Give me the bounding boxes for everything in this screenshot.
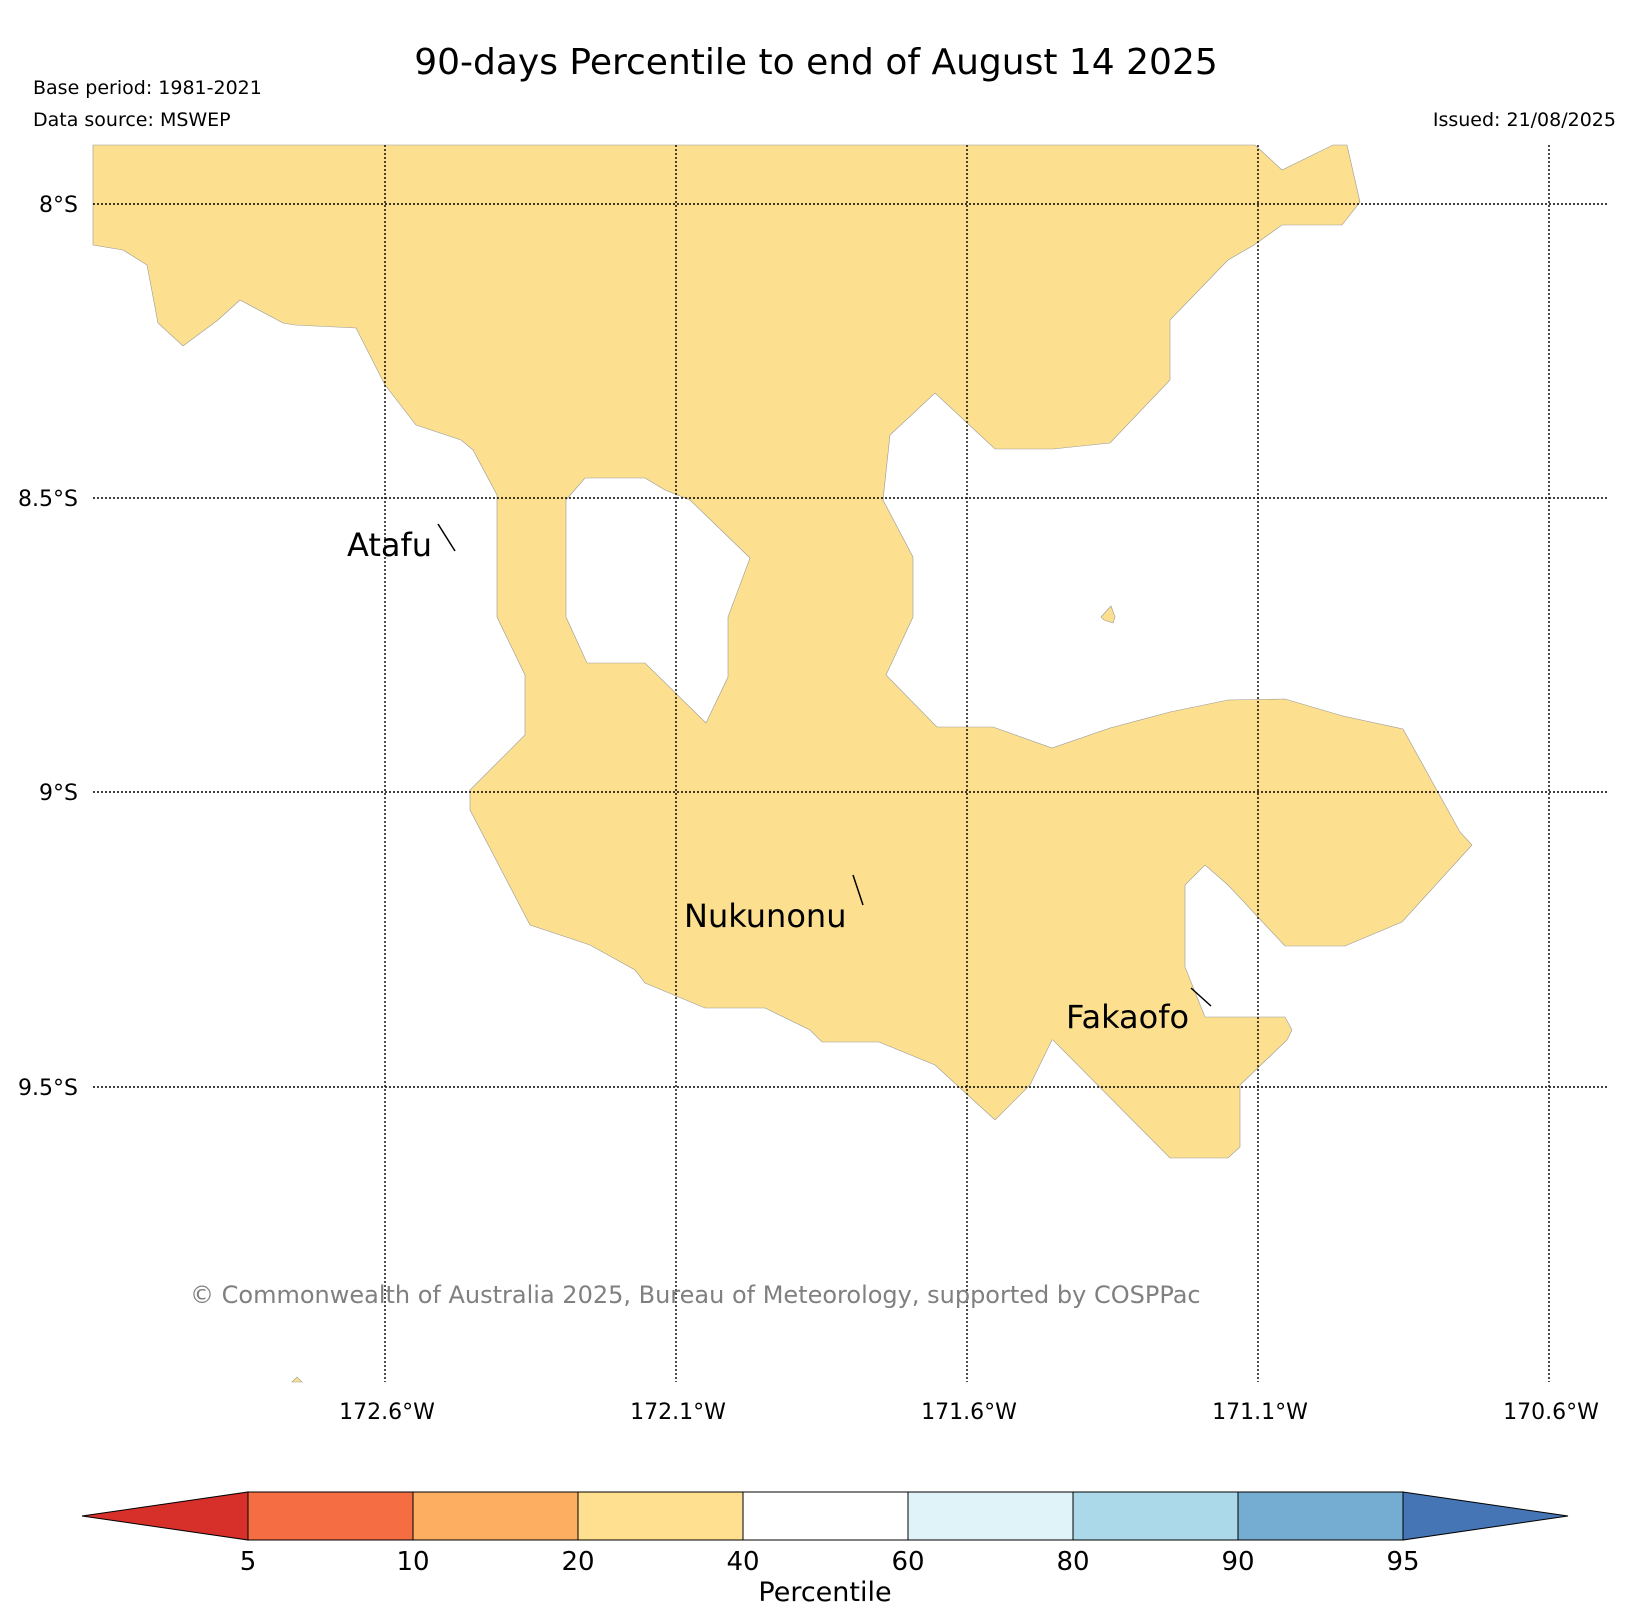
data-source: Data source: MSWEP <box>33 109 231 131</box>
colorbar-legend: 5 10 20 40 60 80 90 95 Percentile <box>81 1491 1569 1608</box>
lon-label: 171.1°W <box>1212 1400 1308 1425</box>
lon-label: 172.6°W <box>339 1400 435 1425</box>
colorbar-tick: 90 <box>1221 1547 1254 1577</box>
colorbar-tick: 5 <box>240 1547 257 1577</box>
place-labels: Atafu Nukunonu Fakaofo <box>347 523 1212 1036</box>
lon-label: 171.6°W <box>921 1400 1017 1425</box>
leader-line-nukunonu <box>852 874 864 906</box>
colorbar-segment <box>412 1491 579 1541</box>
region-main <box>92 144 1473 1159</box>
colorbar-segment <box>1237 1491 1404 1541</box>
colorbar-segment <box>742 1491 909 1541</box>
lon-label: 170.6°W <box>1503 1400 1599 1425</box>
leader-line-fakaofo <box>1190 987 1212 1007</box>
leader-line-atafu <box>437 523 456 552</box>
colorbar-segment <box>577 1491 744 1541</box>
lat-label: 8.5°S <box>18 487 78 512</box>
region-islet-south <box>291 1376 303 1383</box>
base-period: Base period: 1981-2021 <box>33 77 262 99</box>
colorbar-extend-low <box>81 1491 249 1541</box>
region-islet <box>1100 605 1116 624</box>
colorbar-tick: 80 <box>1056 1547 1089 1577</box>
colorbar-tick: 60 <box>891 1547 924 1577</box>
place-label-nukunonu: Nukunonu <box>684 897 846 935</box>
colorbar-tick: 10 <box>396 1547 429 1577</box>
lat-label: 9.5°S <box>18 1076 78 1101</box>
colorbar-tick: 95 <box>1386 1547 1419 1577</box>
percentile-region <box>92 144 1473 1383</box>
colorbar-segment <box>1072 1491 1239 1541</box>
copyright-notice: © Commonwealth of Australia 2025, Bureau… <box>190 1281 1201 1309</box>
lat-labels: 8°S 8.5°S 9°S 9.5°S <box>18 193 78 1101</box>
map-title: 90-days Percentile to end of August 14 2… <box>414 42 1218 83</box>
lat-label: 9°S <box>39 781 78 806</box>
colorbar-segment <box>907 1491 1074 1541</box>
place-label-atafu: Atafu <box>347 526 432 564</box>
place-label-fakaofo: Fakaofo <box>1066 998 1189 1036</box>
colorbar-tick: 20 <box>561 1547 594 1577</box>
lon-labels: 172.6°W 172.1°W 171.6°W 171.1°W 170.6°W <box>339 1400 1599 1425</box>
colorbar-tick: 40 <box>726 1547 759 1577</box>
colorbar-label: Percentile <box>758 1577 891 1608</box>
colorbar-segment <box>247 1491 414 1541</box>
lat-label: 8°S <box>39 193 78 218</box>
colorbar-extend-high <box>1402 1491 1569 1541</box>
lon-label: 172.1°W <box>630 1400 726 1425</box>
issued-date: Issued: 21/08/2025 <box>1432 109 1616 131</box>
graticule <box>93 145 1608 1382</box>
